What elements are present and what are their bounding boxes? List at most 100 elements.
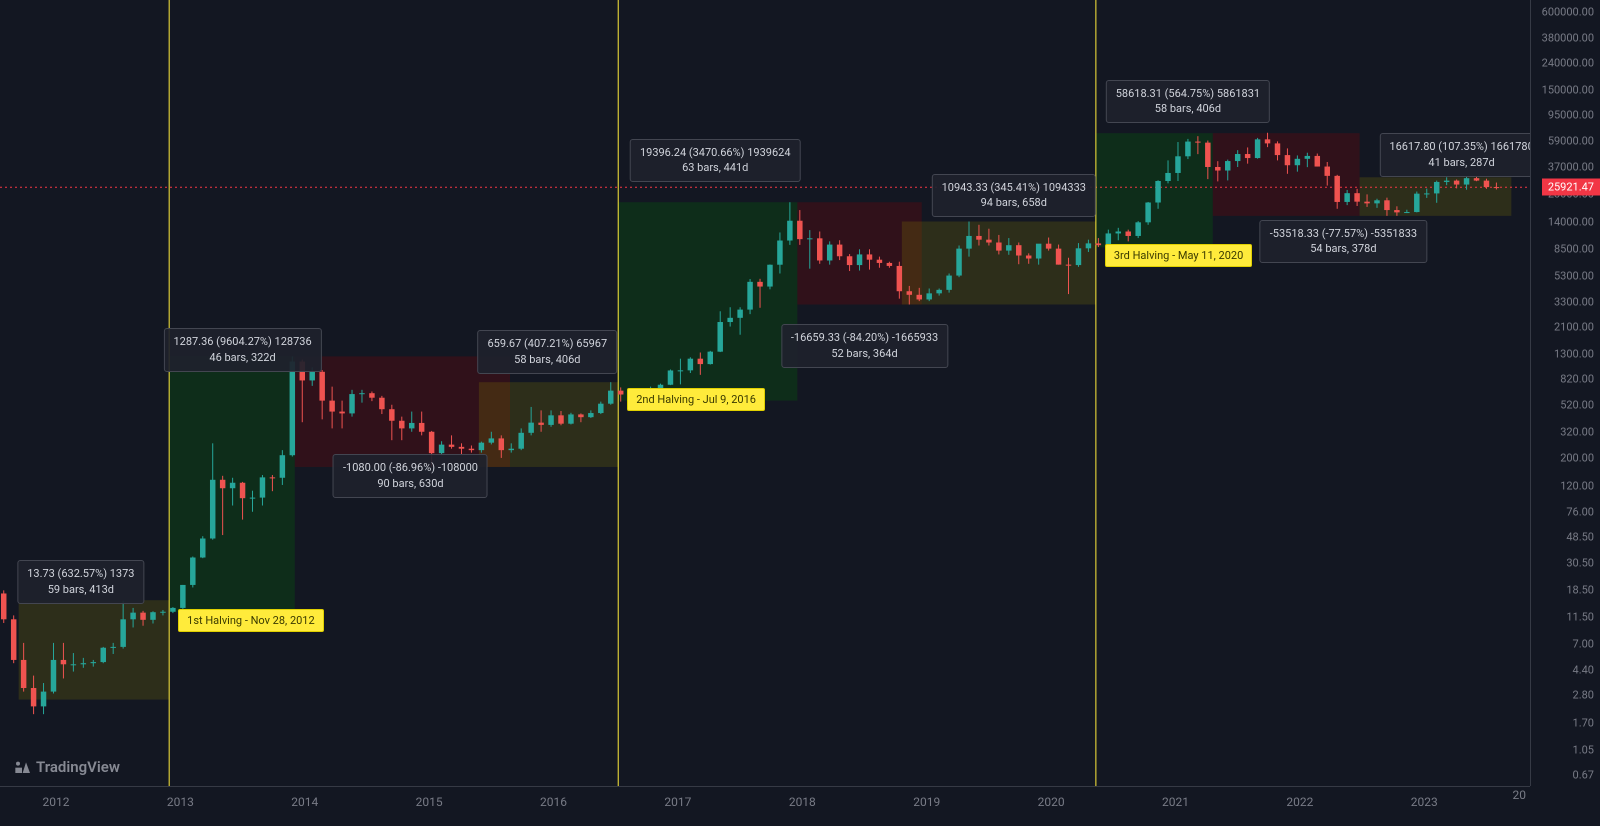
candle — [1305, 156, 1310, 159]
candle — [1315, 156, 1320, 167]
y-tick: 0.67 — [1573, 769, 1594, 782]
candle — [1434, 182, 1439, 193]
candle — [867, 254, 872, 259]
candle — [1424, 193, 1429, 194]
candle — [469, 449, 474, 450]
candle — [767, 265, 772, 287]
x-tick: 2015 — [416, 795, 443, 809]
candle — [429, 432, 434, 453]
candle — [160, 612, 165, 613]
candle — [917, 295, 922, 300]
candle — [1404, 212, 1409, 213]
candle — [976, 236, 981, 240]
y-tick: 76.00 — [1566, 505, 1594, 518]
candle — [797, 221, 802, 239]
candle — [479, 443, 484, 450]
zone-olive — [19, 600, 170, 699]
candle — [1265, 139, 1270, 143]
candle — [857, 254, 862, 265]
candle — [61, 660, 66, 664]
x-axis[interactable]: 2012201320142015201620172018201920202021… — [0, 786, 1530, 826]
candle — [11, 619, 16, 660]
candle — [349, 394, 354, 413]
candle — [717, 322, 722, 352]
candle — [568, 414, 573, 423]
candle — [1056, 249, 1061, 265]
candle — [1155, 181, 1160, 203]
y-tick: 600000.00 — [1542, 6, 1594, 19]
price-chart[interactable] — [0, 0, 1530, 786]
candle — [837, 245, 842, 257]
candle — [1026, 256, 1031, 259]
candle — [548, 415, 553, 425]
candle — [1235, 154, 1240, 161]
candle — [1245, 154, 1250, 158]
candle — [1046, 244, 1051, 249]
candle — [807, 238, 812, 239]
candle — [449, 445, 454, 447]
candle — [21, 660, 26, 688]
candle — [1454, 181, 1459, 185]
y-tick: 200.00 — [1560, 451, 1594, 464]
candle — [1275, 143, 1280, 155]
x-tick: 2019 — [913, 795, 940, 809]
candle — [1016, 245, 1021, 255]
candle — [747, 282, 752, 310]
x-tick: 2017 — [664, 795, 691, 809]
candle — [1195, 142, 1200, 143]
candle — [847, 256, 852, 265]
measure-tooltip: -16659.33 (-84.20%) -166593352 bars, 364… — [781, 324, 948, 368]
candle — [558, 415, 563, 423]
candle — [140, 613, 145, 620]
candle — [419, 423, 424, 432]
y-axis[interactable]: 600000.00380000.00240000.00150000.009500… — [1530, 0, 1600, 786]
candle — [1325, 167, 1330, 176]
candle — [1096, 243, 1101, 245]
candle — [459, 447, 464, 449]
candle — [1374, 200, 1379, 203]
candle — [1036, 244, 1041, 259]
y-tick: 3300.00 — [1554, 295, 1594, 308]
candle — [578, 414, 583, 417]
candle — [339, 412, 344, 414]
candle — [1205, 143, 1210, 167]
candle — [1364, 202, 1369, 204]
candle — [210, 480, 215, 539]
candle — [698, 359, 703, 364]
candle — [1116, 232, 1121, 234]
measure-tooltip: 10943.33 (345.41%) 109433394 bars, 658d — [932, 174, 1096, 218]
measure-tooltip: -1080.00 (-86.96%) -10800090 bars, 630d — [333, 454, 488, 498]
x-tick: 2013 — [167, 795, 194, 809]
candle — [1474, 178, 1479, 180]
candle — [1225, 161, 1230, 170]
candle — [1086, 243, 1091, 248]
y-tick: 1300.00 — [1554, 347, 1594, 360]
candle — [359, 393, 364, 394]
candle — [956, 249, 961, 276]
candle — [71, 664, 76, 665]
candle — [936, 290, 941, 294]
candle — [1165, 173, 1170, 181]
candle — [1334, 176, 1339, 202]
candle — [787, 221, 792, 241]
candle — [389, 409, 394, 421]
candle — [499, 438, 504, 450]
candle — [877, 260, 882, 263]
candle — [678, 370, 683, 371]
candle — [31, 688, 36, 706]
candle — [1464, 178, 1469, 184]
candle — [120, 619, 125, 647]
candle — [1444, 181, 1449, 182]
x-tick: 2016 — [540, 795, 567, 809]
candle — [230, 483, 235, 488]
x-tick: 2018 — [789, 795, 816, 809]
candle — [1354, 193, 1359, 201]
candle — [369, 393, 374, 398]
y-tick: 18.50 — [1566, 584, 1594, 597]
candle — [926, 293, 931, 299]
x-tick: 2021 — [1162, 795, 1189, 809]
candle — [309, 372, 314, 381]
candle — [379, 398, 384, 409]
candle — [250, 498, 255, 499]
measure-tooltip: 13.73 (632.57%) 137359 bars, 413d — [17, 560, 144, 604]
